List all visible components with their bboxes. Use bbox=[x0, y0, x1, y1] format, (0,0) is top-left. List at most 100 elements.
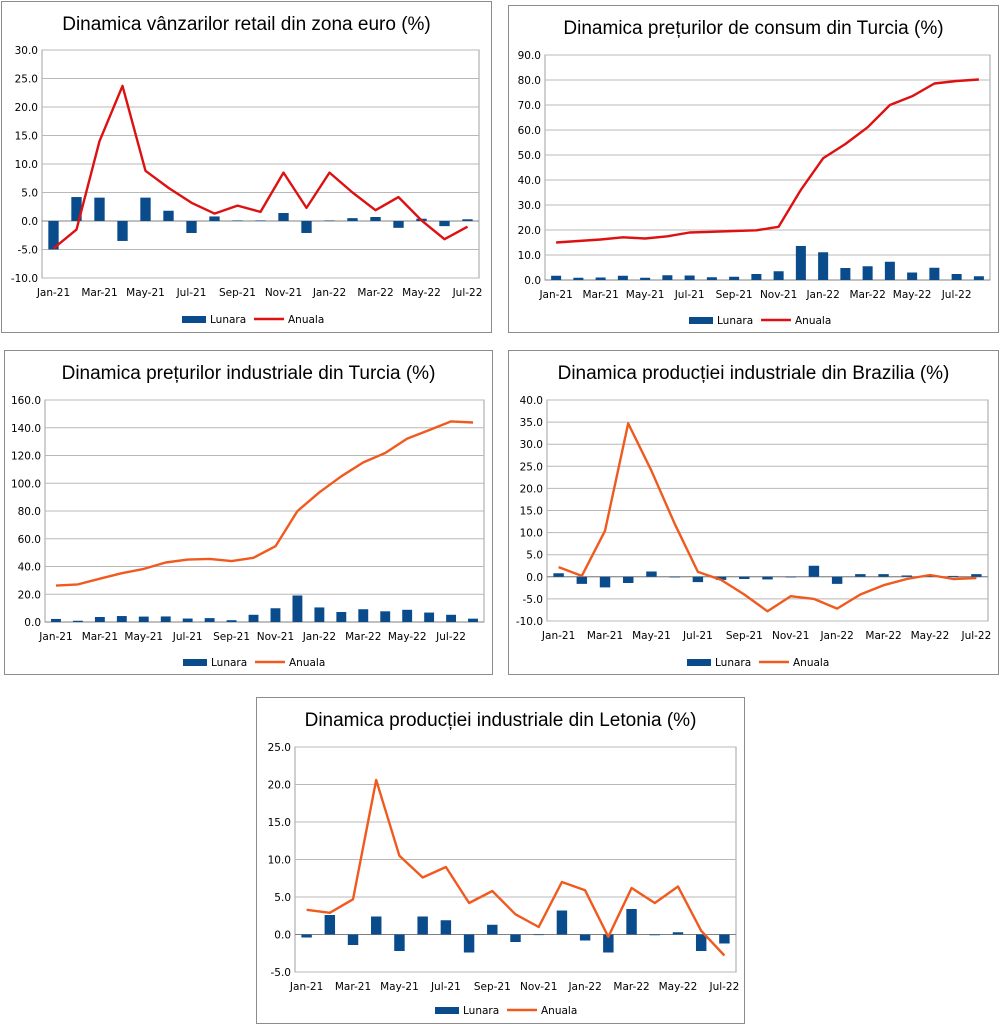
x-tick-label: Mar-21 bbox=[582, 289, 618, 301]
y-tick-label: 40.0 bbox=[18, 562, 41, 574]
bar-lunara bbox=[72, 620, 83, 622]
legend-label-lunara: Lunara bbox=[715, 657, 751, 669]
bar-lunara bbox=[818, 252, 829, 280]
x-tick-label: Mar-22 bbox=[345, 631, 381, 643]
bar-lunara bbox=[278, 213, 289, 221]
bar-lunara bbox=[692, 576, 704, 583]
x-tick-label: May-21 bbox=[380, 981, 419, 993]
x-tick-label: May-22 bbox=[659, 981, 698, 993]
bar-lunara bbox=[292, 595, 303, 622]
x-tick-label: Mar-21 bbox=[82, 631, 118, 643]
bar-lunara bbox=[324, 915, 336, 935]
bar-lunara bbox=[573, 277, 584, 280]
bar-lunara bbox=[160, 616, 171, 622]
x-tick-label: Jul-22 bbox=[708, 981, 739, 993]
chart-turkey-cpi: Dinamica prețurilor de consum din Turcia… bbox=[518, 18, 991, 327]
bar-lunara bbox=[662, 275, 673, 280]
y-tick-label: 0.0 bbox=[526, 572, 543, 584]
series-line-anuala bbox=[52, 84, 469, 250]
chart-panel-brazil-industrial: Dinamica producției industriale din Braz… bbox=[508, 350, 999, 675]
x-tick-label: Sep-21 bbox=[716, 289, 753, 301]
y-tick-label: 20.0 bbox=[518, 225, 541, 237]
legend-label-anuala: Anuala bbox=[541, 1005, 577, 1017]
y-tick-label: 60.0 bbox=[518, 125, 541, 137]
chart-title: Dinamica prețurilor de consum din Turcia… bbox=[563, 18, 943, 39]
bar-lunara bbox=[380, 611, 391, 622]
x-tick-label: May-21 bbox=[632, 630, 671, 642]
y-tick-label: 20.0 bbox=[18, 589, 41, 601]
x-tick-label: Jan-21 bbox=[289, 981, 323, 993]
y-tick-label: 50.0 bbox=[518, 150, 541, 162]
bar-lunara bbox=[424, 612, 435, 622]
x-tick-label: Sep-21 bbox=[726, 630, 763, 642]
legend: Lunara Anuala bbox=[183, 657, 325, 669]
series-line-anuala bbox=[306, 778, 726, 957]
legend-swatch-lunara bbox=[183, 659, 207, 666]
bar-lunara bbox=[603, 934, 614, 953]
bar-lunara bbox=[672, 932, 684, 935]
bar-lunara bbox=[884, 261, 895, 280]
chart-euro-retail: Dinamica vânzarilor retail din zona euro… bbox=[11, 14, 483, 326]
bar-lunara bbox=[640, 277, 651, 280]
y-tick-label: 25.0 bbox=[268, 742, 291, 754]
legend: Lunara Anuala bbox=[435, 1005, 577, 1017]
bar-lunara bbox=[440, 920, 452, 935]
bar-lunara bbox=[417, 916, 428, 935]
bar-lunara bbox=[706, 277, 717, 280]
bar-lunara bbox=[646, 571, 657, 577]
bar-lunara bbox=[255, 220, 266, 222]
x-tick-label: Nov-21 bbox=[760, 289, 797, 301]
y-tick-label: 30.0 bbox=[520, 439, 543, 451]
x-tick-label: Mar-22 bbox=[849, 289, 885, 301]
chart-brazil-industrial: Dinamica producției industriale din Braz… bbox=[516, 363, 991, 669]
x-tick-label: May-21 bbox=[126, 287, 165, 299]
bar-lunara bbox=[533, 934, 544, 936]
bar-lunara bbox=[232, 220, 243, 222]
series-line-anuala bbox=[556, 78, 979, 244]
x-tick-label: Jan-22 bbox=[819, 630, 853, 642]
bar-lunara bbox=[684, 275, 695, 280]
bar-lunara bbox=[163, 210, 174, 221]
bar-lunara bbox=[878, 574, 889, 577]
y-tick-label: 10.0 bbox=[518, 250, 541, 262]
y-tick-label: 0.0 bbox=[24, 617, 41, 629]
x-tick-label: Jul-22 bbox=[452, 287, 483, 299]
x-tick-label: Mar-21 bbox=[587, 630, 623, 642]
y-tick-label: 140.0 bbox=[11, 423, 41, 435]
y-tick-label: 10.0 bbox=[15, 159, 38, 171]
bar-lunara bbox=[358, 609, 369, 622]
y-tick-label: 15.0 bbox=[15, 131, 38, 143]
bar-lunara bbox=[907, 272, 918, 280]
legend-swatch-lunara bbox=[435, 1007, 459, 1014]
bar-lunara bbox=[94, 197, 105, 221]
x-tick-label: Jan-22 bbox=[302, 631, 336, 643]
series-line-anuala bbox=[558, 422, 977, 613]
bar-lunara bbox=[901, 575, 912, 577]
bar-lunara bbox=[446, 614, 457, 622]
x-tick-label: Jul-21 bbox=[176, 287, 207, 299]
bar-lunara bbox=[347, 218, 358, 221]
y-tick-label: 0.0 bbox=[524, 275, 541, 287]
bar-lunara bbox=[463, 934, 475, 953]
x-tick-label: Jul-21 bbox=[172, 631, 203, 643]
x-tick-label: Jul-22 bbox=[960, 630, 991, 642]
bar-lunara bbox=[669, 576, 680, 578]
bar-lunara bbox=[795, 246, 806, 280]
bar-lunara bbox=[773, 271, 784, 280]
x-tick-label: May-21 bbox=[124, 631, 163, 643]
bar-lunara bbox=[226, 620, 237, 622]
y-tick-label: 5.0 bbox=[526, 550, 543, 562]
chart-panel-turkey-ppi: Dinamica prețurilor industriale din Turc… bbox=[4, 350, 493, 675]
bar-lunara bbox=[439, 221, 450, 227]
x-tick-label: May-22 bbox=[893, 289, 932, 301]
legend: Lunara Anuala bbox=[689, 315, 831, 327]
x-tick-label: Jan-21 bbox=[38, 631, 72, 643]
x-tick-label: Nov-21 bbox=[265, 287, 302, 299]
y-tick-label: 0.0 bbox=[21, 216, 38, 228]
x-tick-label: May-21 bbox=[626, 289, 665, 301]
x-tick-label: Jul-21 bbox=[430, 981, 461, 993]
bar-lunara bbox=[929, 267, 940, 280]
chart-panel-latvia-industrial: Dinamica producției industriale din Leto… bbox=[256, 697, 745, 1024]
legend-label-lunara: Lunara bbox=[211, 657, 247, 669]
bar-lunara bbox=[248, 614, 259, 622]
